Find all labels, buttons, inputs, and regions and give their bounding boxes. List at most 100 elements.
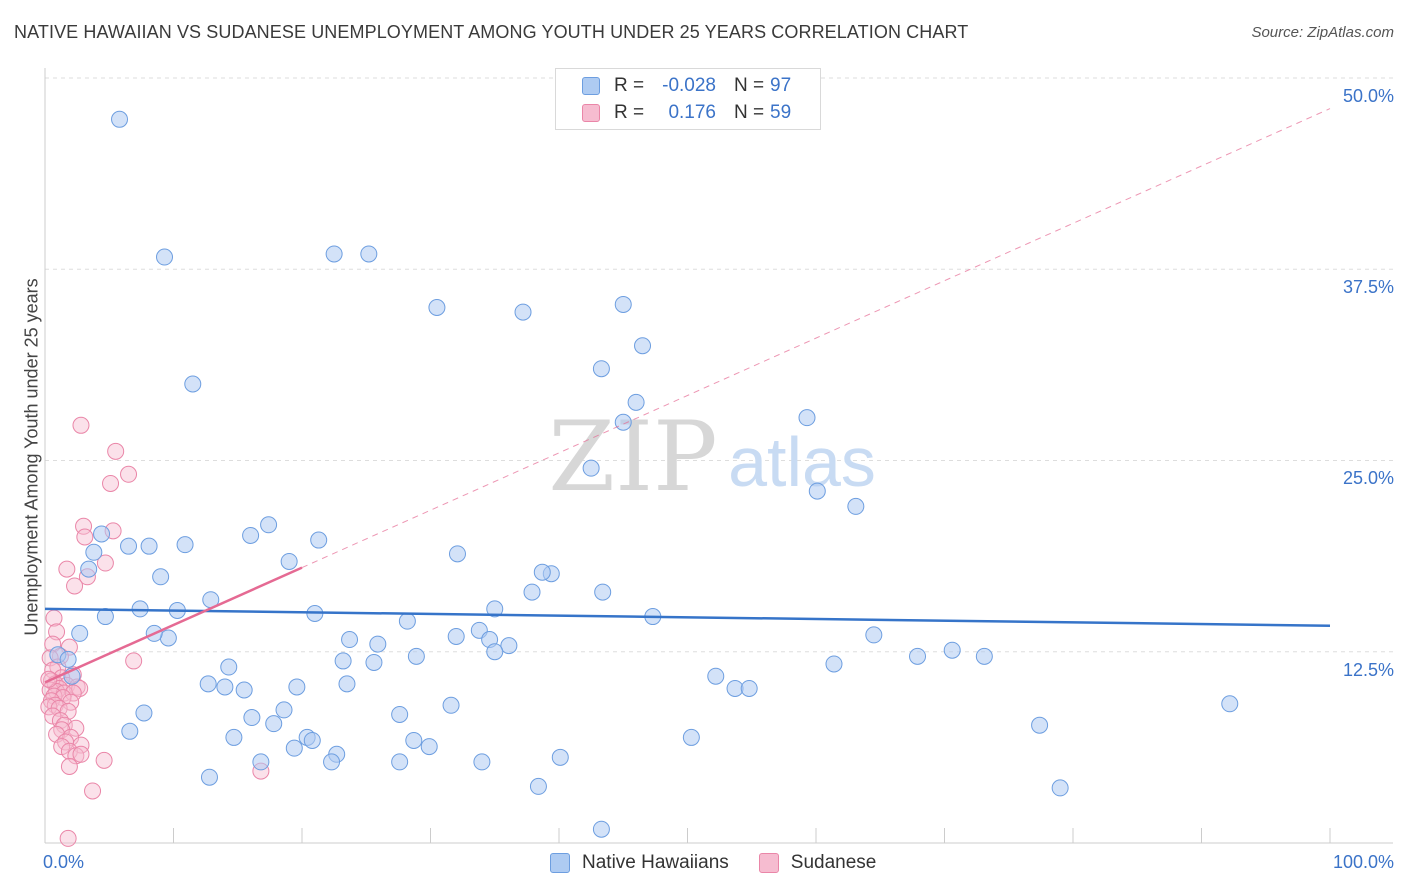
native-hawaiian-point-89	[252, 753, 270, 771]
native-hawaiian-point-21	[85, 543, 103, 561]
native-hawaiian-trendline	[44, 607, 1331, 627]
native-hawaiian-point-22	[448, 545, 466, 563]
native-hawaiian-point-69	[740, 679, 758, 697]
native-hawaiian-point-75	[1221, 695, 1239, 713]
axes	[44, 68, 1393, 844]
native-hawaiian-point-71	[275, 701, 293, 719]
native-hawaiian-point-52	[909, 647, 927, 665]
legend-label-sudanese: Sudanese	[790, 852, 877, 873]
native-hawaiian-point-9	[184, 375, 202, 393]
y-tick-37-5: 37.5%	[1342, 277, 1394, 297]
native-hawaiian-point-1	[156, 248, 174, 266]
native-hawaiian-point-70	[442, 696, 460, 714]
native-hawaiian-point-47	[369, 635, 387, 653]
native-hawaiian-point-83	[420, 738, 438, 756]
sudanese-point-57	[59, 829, 77, 847]
native-hawaiian-point-19	[120, 537, 138, 555]
native-hawaiian-point-57	[365, 653, 383, 671]
native-hawaiian-point-29	[152, 568, 170, 586]
sudanese-trendline	[44, 566, 303, 684]
native-hawaiian-point-78	[225, 728, 243, 746]
sudanese-point-54	[60, 758, 78, 775]
sudanese-point-52	[72, 745, 90, 763]
native-hawaiian-point-72	[135, 704, 153, 722]
sudanese-point-17	[125, 652, 143, 670]
native-hawaiian-point-42	[159, 629, 177, 647]
native-hawaiian-point-85	[1031, 716, 1049, 734]
native-hawaiian-point-8	[592, 360, 610, 378]
y-tick-12-5: 12.5%	[1342, 660, 1394, 680]
sudanese-point-11	[45, 609, 63, 627]
native-hawaiian-point-66	[288, 678, 306, 696]
x-tick-0: 0.0%	[43, 852, 85, 872]
n-label: N =	[734, 102, 765, 123]
sudanese-trend-extrapolation	[301, 108, 1331, 569]
native-hawaiian-point-13	[582, 459, 600, 477]
native-hawaiian-point-56	[334, 652, 352, 670]
legend-row-sudanese: R = 0.176 N = 59	[582, 100, 791, 126]
native-hawaiian-point-36	[486, 600, 504, 618]
native-hawaiian-point-63	[199, 675, 217, 693]
x-tick-100: 100.0%	[1332, 852, 1394, 872]
sudanese-point-2	[120, 465, 138, 483]
sudanese-point-8	[58, 560, 76, 578]
native-hawaiian-point-24	[140, 537, 158, 555]
sudanese-point-7	[96, 554, 114, 572]
n-value: 97	[770, 75, 792, 96]
legend-item-native-hawaiians: Native Hawaiians	[550, 852, 729, 874]
native-hawaiian-point-5	[514, 303, 532, 321]
native-hawaiian-point-20	[176, 536, 194, 554]
sudanese-point-10	[66, 577, 84, 595]
native-hawaiian-point-82	[405, 731, 423, 749]
chart-title: NATIVE HAWAIIAN VS SUDANESE UNEMPLOYMENT…	[14, 22, 969, 42]
sudanese-point-4	[75, 517, 93, 535]
native-hawaiian-point-64	[216, 678, 234, 696]
watermark: ZIP atlas	[548, 401, 876, 513]
native-hawaiian-point-88	[323, 753, 341, 771]
sudanese-points	[40, 416, 270, 847]
native-hawaiian-point-54	[825, 655, 843, 673]
sudanese-point-43	[67, 719, 85, 737]
native-hawaiian-point-15	[847, 497, 865, 515]
r-label: R =	[614, 75, 645, 96]
native-hawaiian-point-95	[592, 820, 610, 838]
sudanese-point-56	[84, 782, 102, 800]
r-value: 0.176	[668, 102, 716, 123]
native-hawaiian-point-28	[533, 563, 551, 581]
y-tick-50: 50.0%	[1342, 86, 1394, 106]
native-hawaiian-point-74	[391, 705, 409, 723]
native-hawaiian-point-2	[325, 245, 343, 263]
sudanese-point-3	[102, 474, 120, 492]
legend-row-native-hawaiians: R = -0.028 N = 97	[582, 73, 791, 99]
native-hawaiian-point-65	[235, 681, 253, 699]
native-hawaiian-point-73	[243, 709, 261, 727]
native-hawaiian-point-10	[627, 393, 645, 411]
native-hawaiian-point-94	[1051, 779, 1069, 797]
native-hawaiian-point-53	[975, 647, 993, 665]
native-hawaiian-point-81	[303, 731, 321, 749]
pink-swatch	[582, 104, 600, 122]
n-value: 59	[770, 102, 792, 123]
sudanese-point-53	[95, 751, 113, 769]
sudanese-point-0	[72, 416, 90, 434]
native-hawaiian-point-59	[59, 650, 77, 668]
r-value: -0.028	[662, 75, 716, 96]
native-hawaiian-point-92	[200, 768, 218, 786]
native-hawaiian-point-84	[682, 728, 700, 746]
series-legend: Native Hawaiians Sudanese	[550, 852, 906, 874]
grid-lines	[45, 77, 1393, 653]
native-hawaiian-points	[49, 110, 1239, 838]
y-tick-25: 25.0%	[1342, 468, 1394, 488]
y-axis-label: Unemployment Among Youth under 25 years	[21, 278, 42, 636]
native-hawaiian-point-55	[407, 647, 425, 665]
native-hawaiian-point-6	[614, 295, 632, 313]
native-hawaiian-point-50	[865, 626, 883, 644]
native-hawaiian-point-0	[111, 110, 129, 128]
native-hawaiian-point-26	[280, 552, 298, 570]
native-hawaiian-point-80	[285, 739, 303, 757]
native-hawaiian-point-68	[726, 679, 744, 697]
n-label: N =	[734, 75, 765, 96]
native-hawaiian-point-23	[93, 525, 111, 543]
native-hawaiian-point-49	[486, 643, 504, 661]
